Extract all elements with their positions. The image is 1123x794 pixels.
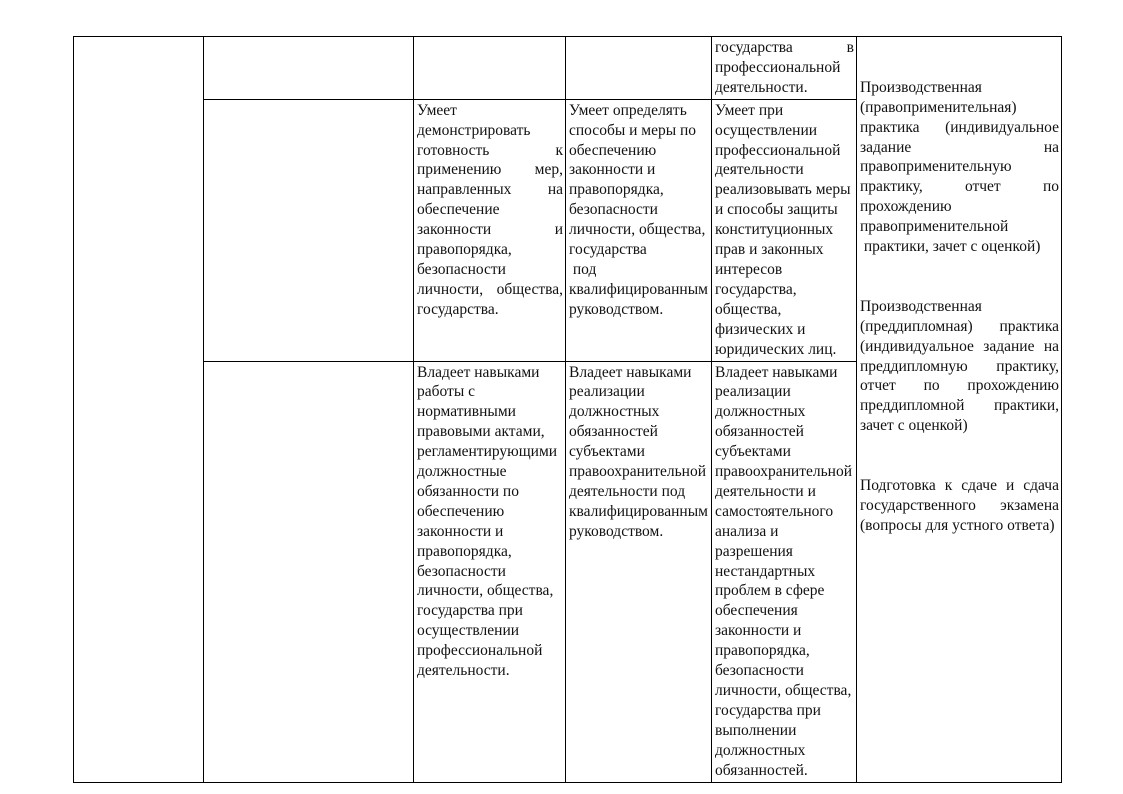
umeet-row: Умеет демонстрировать готовность к приме… <box>74 98 1062 362</box>
cell-vladeet-level1: Владеет навыками работы с нормативными п… <box>413 360 566 783</box>
competency-table: государства в профессиональной деятельно… <box>73 36 1062 783</box>
continuation-row: государства в профессиональной деятельно… <box>73 36 1062 783</box>
cell-row3-col2-empty <box>203 360 414 783</box>
assessment-paragraph-pravoprimenitelnaya-praktika: Производственная (правоприменительная) п… <box>860 78 1059 256</box>
cell-umeet-level3: Умеет при осуществлении профессиональной… <box>711 98 857 362</box>
cell-row1-col2-empty <box>203 36 414 100</box>
cell-row1-col3-empty <box>413 36 566 100</box>
assessment-paragraph-gosekzamen: Подготовка к сдаче и сдача государственн… <box>860 476 1059 534</box>
cell-assessment-tools: Производственная (правоприменительная) п… <box>856 36 1062 783</box>
cell-vladeet-level2: Владеет навыками реализации должностных … <box>565 360 712 783</box>
vladeet-row: Владеет навыками работы с нормативными п… <box>74 360 1062 783</box>
cell-row2-col2-empty <box>203 98 414 362</box>
cell-row1-col5-continuation: государства в профессиональной деятельно… <box>711 36 857 100</box>
cell-umeet-level1: Умеет демонстрировать готовность к приме… <box>413 98 566 362</box>
cell-col1-empty <box>73 36 204 783</box>
cell-umeet-level2: Умеет определять способы и меры по обесп… <box>565 98 712 362</box>
cell-row1-col4-empty <box>565 36 712 100</box>
assessment-paragraph-preddiplomnaya-praktika: Производственная (преддипломная) практик… <box>860 297 1059 435</box>
cell-vladeet-level3: Владеет навыками реализации должностных … <box>711 360 857 783</box>
